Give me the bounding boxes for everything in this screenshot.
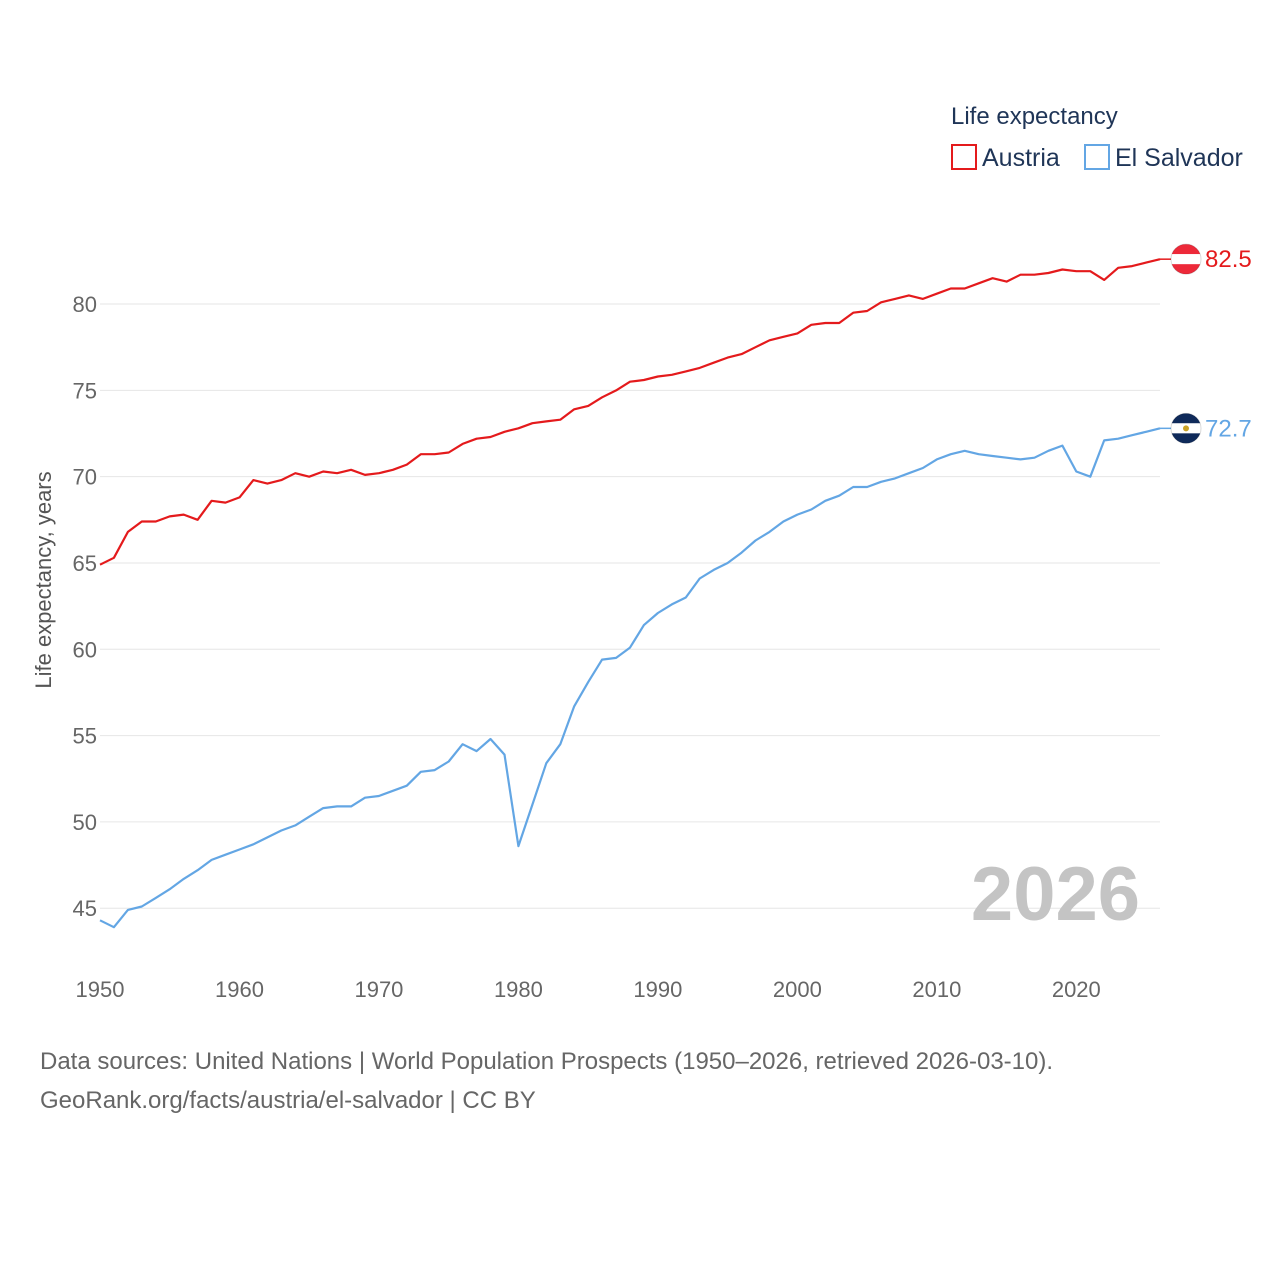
year-watermark: 2026: [971, 852, 1140, 937]
x-tick-label: 1960: [215, 977, 264, 1002]
legend-swatch-el-salvador: [1084, 144, 1110, 170]
legend-label-austria: Austria: [982, 144, 1060, 172]
series-line-el-salvador[interactable]: [99, 427, 1161, 929]
legend-item-austria[interactable]: Austria: [951, 144, 1060, 172]
y-axis-ticks: 45 50 55 60 65 70 75 80: [73, 292, 97, 921]
y-tick-label: 65: [73, 551, 97, 576]
end-value-label-austria: 82.5: [1205, 246, 1252, 273]
x-tick-label: 2000: [773, 977, 822, 1002]
y-axis-title: Life expectancy, years: [31, 471, 56, 688]
legend-swatch-austria: [951, 144, 977, 170]
end-marker-austria: 82.5: [1160, 243, 1252, 275]
flag-icon-austria: [1171, 244, 1201, 275]
x-tick-label: 2020: [1052, 977, 1101, 1002]
y-tick-label: 50: [73, 810, 97, 835]
y-tick-label: 55: [73, 724, 97, 749]
end-marker-el-salvador: 72.7: [1160, 412, 1252, 444]
data-sources-text: Data sources: United Nations | World Pop…: [40, 1048, 1054, 1075]
source-note: Data sources: United Nations | World Pop…: [40, 1042, 1240, 1120]
x-tick-label: 1950: [76, 977, 125, 1002]
y-tick-label: 70: [73, 465, 97, 490]
legend[interactable]: Life expectancy Austria El Salvador: [951, 103, 1243, 172]
grid-lines: [100, 303, 1160, 909]
x-tick-label: 2010: [912, 977, 961, 1002]
flag-icon-el-salvador: [1171, 413, 1201, 444]
end-value-label-el-salvador: 72.7: [1205, 415, 1252, 442]
legend-title: Life expectancy: [951, 103, 1118, 130]
x-tick-label: 1970: [354, 977, 403, 1002]
series-end-markers: 82.5 72.7: [1160, 243, 1252, 444]
y-tick-label: 45: [73, 896, 97, 921]
series-line-austria[interactable]: [99, 258, 1161, 566]
x-axis-ticks: 1950 1960 1970 1980 1990 2000 2010 2020: [76, 977, 1101, 1002]
credit-text[interactable]: GeoRank.org/facts/austria/el-salvador | …: [40, 1087, 536, 1114]
x-tick-label: 1980: [494, 977, 543, 1002]
y-tick-label: 60: [73, 637, 97, 662]
series-lines: [99, 258, 1161, 929]
y-tick-label: 75: [73, 378, 97, 403]
legend-label-el-salvador: El Salvador: [1115, 144, 1243, 172]
x-tick-label: 1990: [633, 977, 682, 1002]
legend-item-el-salvador[interactable]: El Salvador: [1084, 144, 1243, 172]
y-tick-label: 80: [73, 292, 97, 317]
